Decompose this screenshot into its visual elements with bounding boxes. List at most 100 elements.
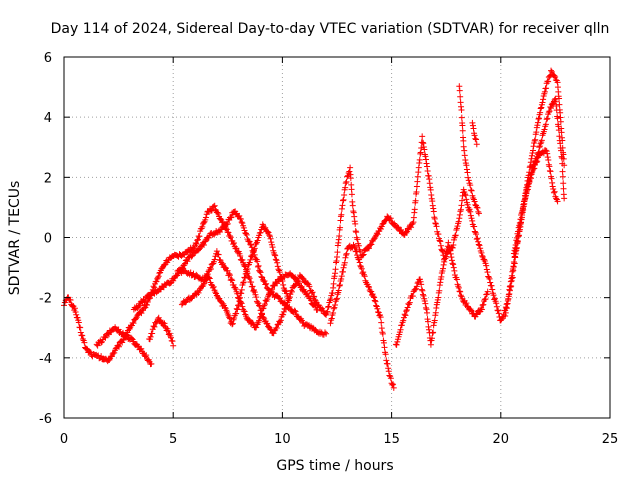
data-point bbox=[253, 294, 260, 301]
data-point bbox=[267, 235, 274, 242]
data-point bbox=[387, 215, 394, 222]
data-point bbox=[331, 304, 338, 311]
data-point bbox=[429, 202, 436, 209]
data-point bbox=[483, 291, 490, 298]
data-point bbox=[519, 209, 526, 216]
x-tick-label: 5 bbox=[169, 432, 177, 447]
data-point bbox=[512, 241, 519, 248]
data-point bbox=[471, 223, 478, 230]
data-point bbox=[456, 87, 463, 94]
data-point bbox=[341, 191, 348, 198]
data-point bbox=[77, 324, 84, 331]
data-point bbox=[265, 229, 272, 236]
data-point bbox=[480, 301, 487, 308]
data-point bbox=[547, 168, 554, 175]
data-point bbox=[147, 333, 154, 340]
data-point bbox=[257, 269, 264, 276]
data-point bbox=[111, 349, 118, 356]
series-track-b bbox=[93, 324, 155, 368]
data-point bbox=[336, 282, 343, 289]
data-point bbox=[342, 184, 349, 191]
data-point bbox=[252, 255, 259, 262]
data-point bbox=[343, 250, 350, 257]
data-point bbox=[165, 331, 172, 338]
y-tick-label: 6 bbox=[44, 51, 52, 66]
data-point bbox=[334, 295, 340, 302]
data-point bbox=[484, 269, 491, 276]
data-point bbox=[286, 304, 293, 311]
data-point bbox=[535, 116, 542, 123]
data-point bbox=[382, 351, 389, 358]
data-point bbox=[447, 247, 454, 254]
data-point bbox=[550, 185, 557, 192]
data-point bbox=[465, 177, 472, 184]
series-track-j bbox=[469, 119, 480, 148]
data-point bbox=[371, 297, 378, 304]
data-point bbox=[275, 266, 282, 273]
data-point bbox=[515, 228, 522, 235]
data-point bbox=[459, 197, 466, 204]
data-point bbox=[108, 353, 115, 360]
data-point bbox=[374, 231, 381, 238]
data-point bbox=[456, 215, 463, 222]
data-point bbox=[236, 212, 243, 219]
data-point bbox=[463, 162, 470, 169]
data-point bbox=[230, 281, 237, 288]
data-point bbox=[352, 245, 359, 251]
data-point bbox=[244, 266, 251, 273]
data-point bbox=[71, 305, 78, 312]
data-point bbox=[551, 72, 558, 79]
data-point bbox=[558, 147, 565, 154]
data-point bbox=[254, 237, 261, 244]
data-point bbox=[522, 195, 529, 202]
data-point bbox=[543, 116, 550, 123]
data-point bbox=[483, 266, 490, 273]
data-point bbox=[518, 210, 525, 217]
data-point bbox=[460, 143, 467, 150]
data-point bbox=[324, 308, 331, 315]
data-point bbox=[251, 246, 258, 253]
data-point bbox=[526, 178, 533, 185]
data-point bbox=[72, 308, 79, 315]
data-point bbox=[465, 207, 472, 214]
data-point bbox=[356, 259, 363, 266]
data-point bbox=[443, 249, 450, 256]
data-point bbox=[433, 304, 440, 311]
data-point bbox=[510, 264, 517, 271]
data-point bbox=[552, 73, 559, 80]
data-point bbox=[148, 360, 155, 367]
data-point bbox=[169, 338, 176, 345]
data-points bbox=[61, 67, 568, 391]
data-point bbox=[475, 210, 482, 217]
data-point bbox=[338, 275, 345, 282]
data-point bbox=[242, 275, 249, 282]
data-point bbox=[447, 250, 454, 257]
data-point bbox=[195, 289, 202, 296]
data-point bbox=[360, 271, 367, 278]
data-point bbox=[404, 304, 411, 311]
data-point bbox=[537, 140, 544, 147]
data-point bbox=[505, 296, 512, 303]
data-point bbox=[381, 344, 388, 351]
data-point bbox=[102, 334, 109, 341]
data-point bbox=[170, 342, 177, 349]
data-point bbox=[414, 280, 421, 287]
data-point bbox=[554, 115, 561, 122]
data-point bbox=[485, 274, 492, 281]
data-point bbox=[67, 297, 74, 304]
data-point bbox=[410, 214, 417, 221]
data-point bbox=[288, 288, 295, 295]
data-point bbox=[292, 308, 299, 315]
data-point bbox=[421, 298, 428, 305]
data-point bbox=[69, 302, 76, 309]
data-point bbox=[224, 220, 231, 227]
series-track-h bbox=[392, 239, 491, 348]
data-point bbox=[514, 237, 521, 244]
data-point bbox=[502, 313, 509, 320]
data-point bbox=[382, 217, 389, 224]
data-point bbox=[467, 306, 474, 313]
data-point bbox=[351, 243, 358, 250]
data-point bbox=[417, 278, 424, 285]
x-tick-label: 20 bbox=[493, 432, 510, 447]
data-point bbox=[226, 315, 233, 322]
